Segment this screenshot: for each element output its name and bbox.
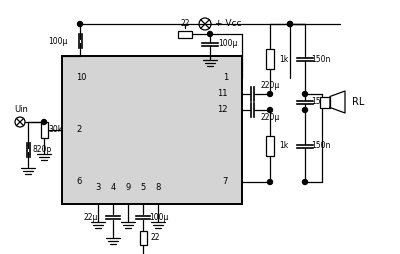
- Bar: [62, 56, 242, 204]
- Text: Uin: Uin: [14, 105, 28, 115]
- Text: 12: 12: [218, 105, 228, 115]
- Text: 100μ: 100μ: [218, 40, 238, 49]
- Text: 220μ: 220μ: [260, 114, 280, 122]
- Text: + Vcc: + Vcc: [215, 20, 242, 28]
- Circle shape: [42, 119, 46, 124]
- Text: 150n: 150n: [311, 55, 331, 64]
- Text: 220μ: 220μ: [260, 82, 280, 90]
- Polygon shape: [330, 91, 345, 113]
- Text: 1k: 1k: [279, 55, 289, 64]
- Bar: [140, 231, 146, 245]
- Text: 100μ: 100μ: [149, 213, 169, 221]
- Text: 5: 5: [140, 183, 146, 193]
- Text: 1: 1: [223, 73, 228, 83]
- Text: 10: 10: [76, 73, 86, 83]
- Circle shape: [268, 91, 272, 97]
- Text: 30k: 30k: [49, 125, 63, 135]
- Text: 6: 6: [76, 178, 81, 186]
- Circle shape: [302, 180, 308, 184]
- Circle shape: [268, 180, 272, 184]
- Bar: [178, 30, 192, 38]
- Circle shape: [208, 31, 212, 37]
- Text: 7: 7: [223, 178, 228, 186]
- Circle shape: [78, 22, 82, 26]
- Bar: [266, 136, 274, 156]
- Text: 22: 22: [150, 233, 160, 243]
- Text: 4: 4: [110, 183, 116, 193]
- Text: 150n: 150n: [311, 141, 331, 151]
- Text: 2: 2: [76, 125, 81, 135]
- Text: 11: 11: [218, 89, 228, 99]
- Text: 150n: 150n: [311, 98, 331, 106]
- Bar: [320, 97, 330, 107]
- Text: 820p: 820p: [32, 146, 52, 154]
- Text: RL: RL: [352, 97, 364, 107]
- Text: 1k: 1k: [279, 141, 289, 151]
- Text: 8: 8: [155, 183, 161, 193]
- Circle shape: [268, 107, 272, 113]
- Text: 22μ: 22μ: [84, 213, 98, 221]
- Text: 9: 9: [125, 183, 131, 193]
- Bar: [40, 122, 48, 138]
- Circle shape: [302, 91, 308, 97]
- Circle shape: [288, 22, 292, 26]
- Text: 100μ: 100μ: [48, 37, 68, 45]
- Circle shape: [288, 22, 292, 26]
- Text: 22: 22: [180, 19, 190, 27]
- Bar: [266, 49, 274, 69]
- Circle shape: [302, 107, 308, 113]
- Text: 3: 3: [95, 183, 101, 193]
